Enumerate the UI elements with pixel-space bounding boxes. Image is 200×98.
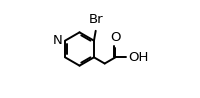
Text: OH: OH — [128, 51, 148, 64]
Text: O: O — [110, 31, 121, 44]
Text: Br: Br — [89, 13, 103, 26]
Text: N: N — [53, 34, 63, 47]
